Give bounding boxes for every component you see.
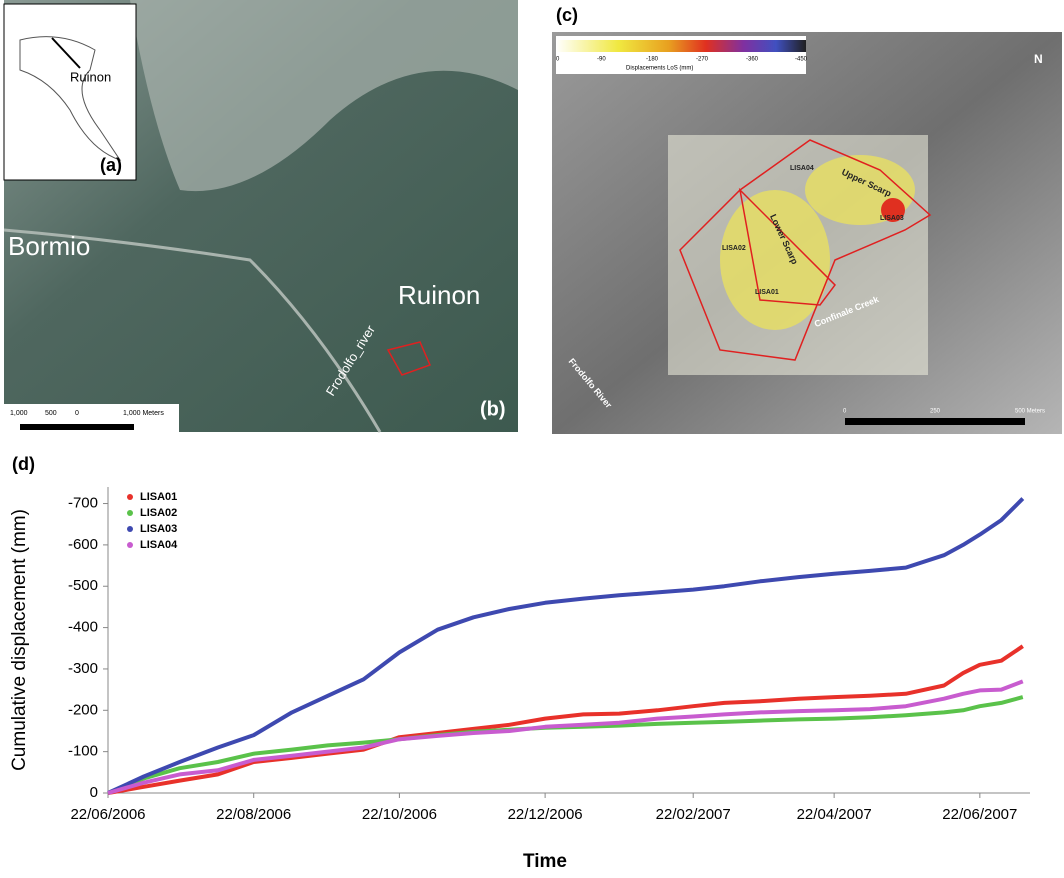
x-tick-label: 22/04/2007 [797, 806, 872, 823]
scale-bar [845, 418, 1025, 425]
x-tick-label: 22/06/2006 [70, 806, 145, 823]
panel-label: (d) [12, 454, 35, 474]
legend-marker [127, 494, 133, 500]
points [720, 190, 830, 330]
label: LISA02 [722, 245, 746, 252]
colorbar-tick: -450 [795, 57, 808, 63]
label: LISA01 [755, 289, 779, 296]
x-axis-label: Time [523, 851, 567, 872]
x-tick-label: 22/06/2007 [942, 806, 1017, 823]
line [108, 646, 1023, 793]
colorbar-title: Displacements LoS (mm) [626, 66, 693, 72]
page: Bormio Ruinon Frodolfo_river (b) 1,000 5… [0, 0, 1064, 878]
legend-marker [127, 542, 133, 548]
legend-label: LISA02 [140, 507, 177, 519]
scale-label: 0 [75, 410, 79, 417]
y-tick-label: -400 [68, 619, 98, 636]
scale-label: 250 [930, 409, 941, 415]
y-tick-label: -300 [68, 660, 98, 677]
scale-label: 1,000 [10, 410, 28, 417]
scale-label: 500 Meters [1015, 409, 1045, 415]
colorbar-tick: -360 [746, 57, 759, 63]
y-tick-label: -600 [68, 536, 98, 553]
scale-bar [20, 424, 134, 430]
colorbar [556, 40, 806, 52]
line [108, 697, 1023, 793]
label: LISA04 [790, 165, 814, 172]
label: Bormio [8, 231, 90, 261]
legend-label: LISA03 [140, 523, 177, 535]
y-tick-label: 0 [90, 784, 98, 801]
legend-marker [127, 510, 133, 516]
y-tick-label: -700 [68, 495, 98, 512]
x-tick-label: 22/08/2006 [216, 806, 291, 823]
colorbar-tick: -180 [646, 57, 659, 63]
figure: Bormio Ruinon Frodolfo_river (b) 1,000 5… [0, 0, 1064, 878]
x-tick-label: 22/12/2006 [508, 806, 583, 823]
legend-marker [127, 526, 133, 532]
colorbar-tick: -90 [597, 57, 606, 63]
y-tick-label: -500 [68, 577, 98, 594]
label: Ruinon [398, 280, 480, 310]
colorbar-tick: -270 [696, 57, 709, 63]
y-tick-label: -100 [68, 743, 98, 760]
scale-label: 1,000 Meters [123, 410, 164, 417]
legend-label: LISA01 [140, 491, 177, 503]
x-tick-label: 22/02/2007 [656, 806, 731, 823]
north: N [1034, 52, 1043, 66]
scale-label: 500 [45, 410, 57, 417]
panel-label: (c) [556, 5, 578, 25]
label: LISA03 [880, 215, 904, 222]
x-tick-label: 22/10/2006 [362, 806, 437, 823]
panel-label: (b) [480, 398, 506, 420]
y-tick-label: -200 [68, 701, 98, 718]
legend-label: LISA04 [140, 539, 178, 551]
y-axis-label: Cumulative displacement (mm) [9, 509, 30, 771]
label: Ruinon [70, 69, 111, 84]
panel-label: (a) [100, 155, 122, 175]
line [108, 499, 1023, 793]
